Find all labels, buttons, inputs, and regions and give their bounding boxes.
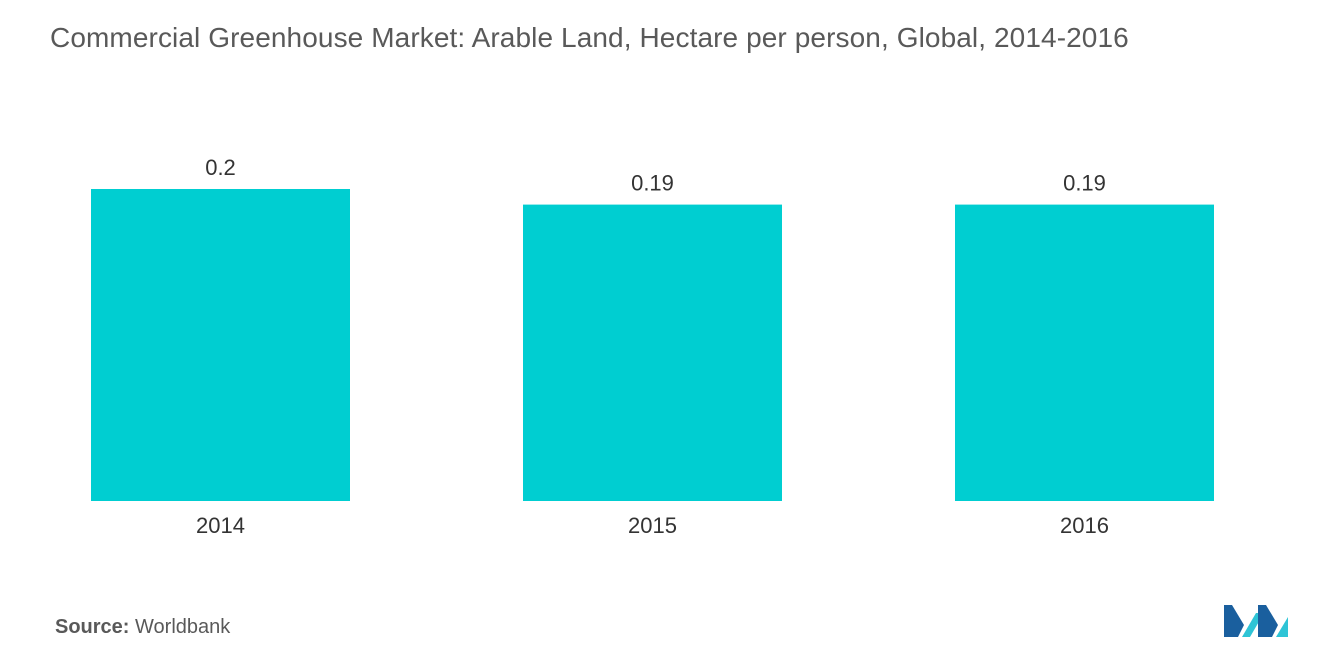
x-tick-label-2016: 2016 — [1060, 513, 1109, 538]
mordor-intelligence-logo-icon — [1224, 605, 1288, 637]
labels-layer: 0.2 2014 0.19 2015 0.19 2016 — [196, 155, 1109, 538]
data-label-2016: 0.19 — [1063, 171, 1106, 196]
bar-2016 — [955, 204, 1214, 501]
source-note: Source: Worldbank — [55, 616, 230, 639]
logo-shape-end — [1276, 617, 1288, 637]
x-tick-label-2014: 2014 — [196, 513, 245, 538]
bar-chart: 0.2 2014 0.19 2015 0.19 2016 — [91, 155, 1214, 538]
bar-2015 — [523, 204, 782, 501]
bar-2014 — [91, 189, 350, 501]
x-tick-label-2015: 2015 — [628, 513, 677, 538]
chart-title: Commercial Greenhouse Market: Arable Lan… — [50, 22, 1129, 53]
bars-layer — [91, 189, 1214, 501]
logo-shape-left — [1224, 605, 1244, 637]
data-label-2014: 0.2 — [205, 155, 236, 180]
logo-shape-right — [1258, 605, 1278, 637]
data-label-2015: 0.19 — [631, 171, 674, 196]
source-value: Worldbank — [135, 616, 231, 638]
source-label: Source: — [55, 616, 130, 638]
